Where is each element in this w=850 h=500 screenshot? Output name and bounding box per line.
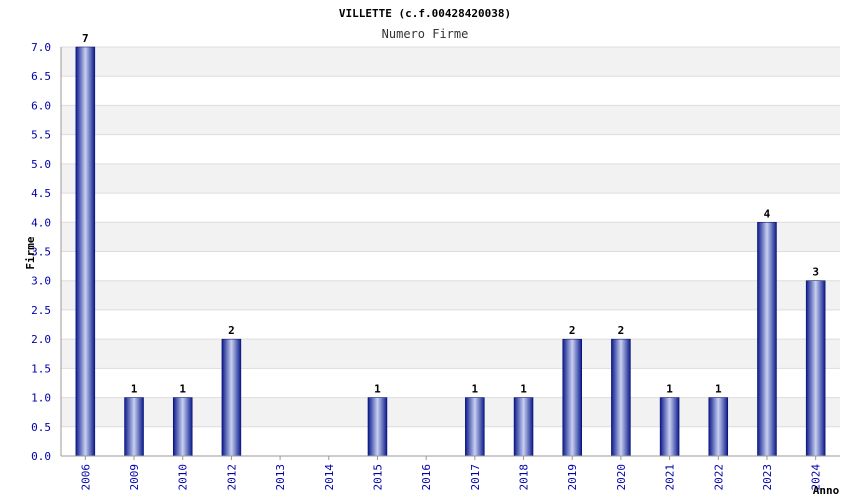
x-tick-label-2021: 2021 <box>664 464 677 491</box>
y-tick-label: 1.5 <box>31 362 51 375</box>
bar-2019 <box>562 338 582 457</box>
x-tick-label-2010: 2010 <box>177 464 190 491</box>
grid-band <box>61 368 840 398</box>
grid-band <box>61 222 840 252</box>
x-tick-label-2013: 2013 <box>274 464 287 491</box>
bar-2021 <box>659 397 680 457</box>
data-label-2018: 1 <box>520 383 527 396</box>
y-tick-label: 5.5 <box>31 129 51 142</box>
x-axis-ticks: 2006 2009 2010 2012 2013 2014 2015 2016 2017 2018… <box>79 456 823 491</box>
x-tick-label-2012: 2012 <box>225 464 238 491</box>
x-tick-label-2006: 2006 <box>79 464 92 491</box>
data-label-2017: 1 <box>472 383 479 396</box>
y-tick-label: 7.0 <box>31 41 51 54</box>
y-tick-label: 3.5 <box>31 246 51 259</box>
grid-band <box>61 309 840 340</box>
y-tick-label: 6.5 <box>31 70 51 83</box>
bar-2006 <box>75 46 96 457</box>
bar-2012 <box>221 338 242 457</box>
bar-2022 <box>708 397 729 457</box>
bar-2015 <box>367 397 388 457</box>
y-tick-label: 2.5 <box>31 304 51 317</box>
y-tick-label: 0.0 <box>31 450 51 463</box>
grid-band <box>61 134 840 164</box>
bar-2020 <box>611 338 631 457</box>
data-label-2009: 1 <box>131 383 138 396</box>
y-tick-label: 5.0 <box>31 158 51 171</box>
x-tick-label-2019: 2019 <box>566 464 579 491</box>
bar-2010 <box>172 397 193 457</box>
data-label-2010: 1 <box>179 383 186 396</box>
data-label-2006: 7 <box>82 32 89 45</box>
x-tick-label-2014: 2014 <box>323 464 336 491</box>
data-label-2022: 1 <box>715 383 722 396</box>
x-tick-label-2020: 2020 <box>615 464 628 491</box>
x-tick-label-2015: 2015 <box>371 464 384 491</box>
x-tick-label-2016: 2016 <box>420 464 433 491</box>
x-tick-label-2017: 2017 <box>469 464 482 491</box>
y-tick-label: 3.0 <box>31 275 51 288</box>
bar-2023 <box>757 222 777 457</box>
grid-band <box>61 339 840 369</box>
bar-2017 <box>465 397 485 457</box>
chart-subtitle: Numero Firme <box>382 27 469 41</box>
y-tick-label: 0.5 <box>31 421 51 434</box>
x-tick-label-2009: 2009 <box>128 464 141 491</box>
bar-2024 <box>805 280 826 457</box>
y-axis-ticks: 0.0 0.5 1.0 1.5 2.0 2.5 3.0 3.5 4.0 4.5 5.0 5.5 6.0 6… <box>31 41 51 463</box>
x-tick-label-2018: 2018 <box>518 464 531 491</box>
data-label-2012: 2 <box>228 324 235 337</box>
y-tick-label: 4.0 <box>31 216 51 229</box>
data-label-2019: 2 <box>569 324 576 337</box>
bars <box>75 46 826 457</box>
y-tick-label: 2.0 <box>31 333 51 346</box>
chart-title: VILLETTE (c.f.00428420038) <box>339 7 511 20</box>
grid-band <box>61 105 840 135</box>
y-tick-label: 1.0 <box>31 392 51 405</box>
x-tick-label-2023: 2023 <box>761 464 774 491</box>
x-tick-label-2022: 2022 <box>712 464 725 491</box>
data-labels: 7 1 1 2 1 1 1 2 2 1 1 4 3 <box>82 32 819 396</box>
x-axis-label: Anno <box>813 484 840 497</box>
grid-band <box>61 193 840 223</box>
grid-band <box>61 280 840 310</box>
data-label-2024: 3 <box>812 266 819 279</box>
x-tick-label-2024: 2024 <box>810 464 823 491</box>
y-tick-label: 6.0 <box>31 99 51 112</box>
y-tick-label: 4.5 <box>31 187 51 200</box>
data-label-2021: 1 <box>666 383 673 396</box>
bar-2018 <box>513 397 534 457</box>
y-axis-label: Firme <box>24 236 37 269</box>
bar-2009 <box>124 397 144 457</box>
grid-band <box>61 76 840 106</box>
grid-band <box>61 251 840 281</box>
data-label-2023: 4 <box>764 207 771 220</box>
grid-band <box>61 47 840 77</box>
data-label-2020: 2 <box>618 324 625 337</box>
grid-band <box>61 163 840 194</box>
data-label-2015: 1 <box>374 383 381 396</box>
